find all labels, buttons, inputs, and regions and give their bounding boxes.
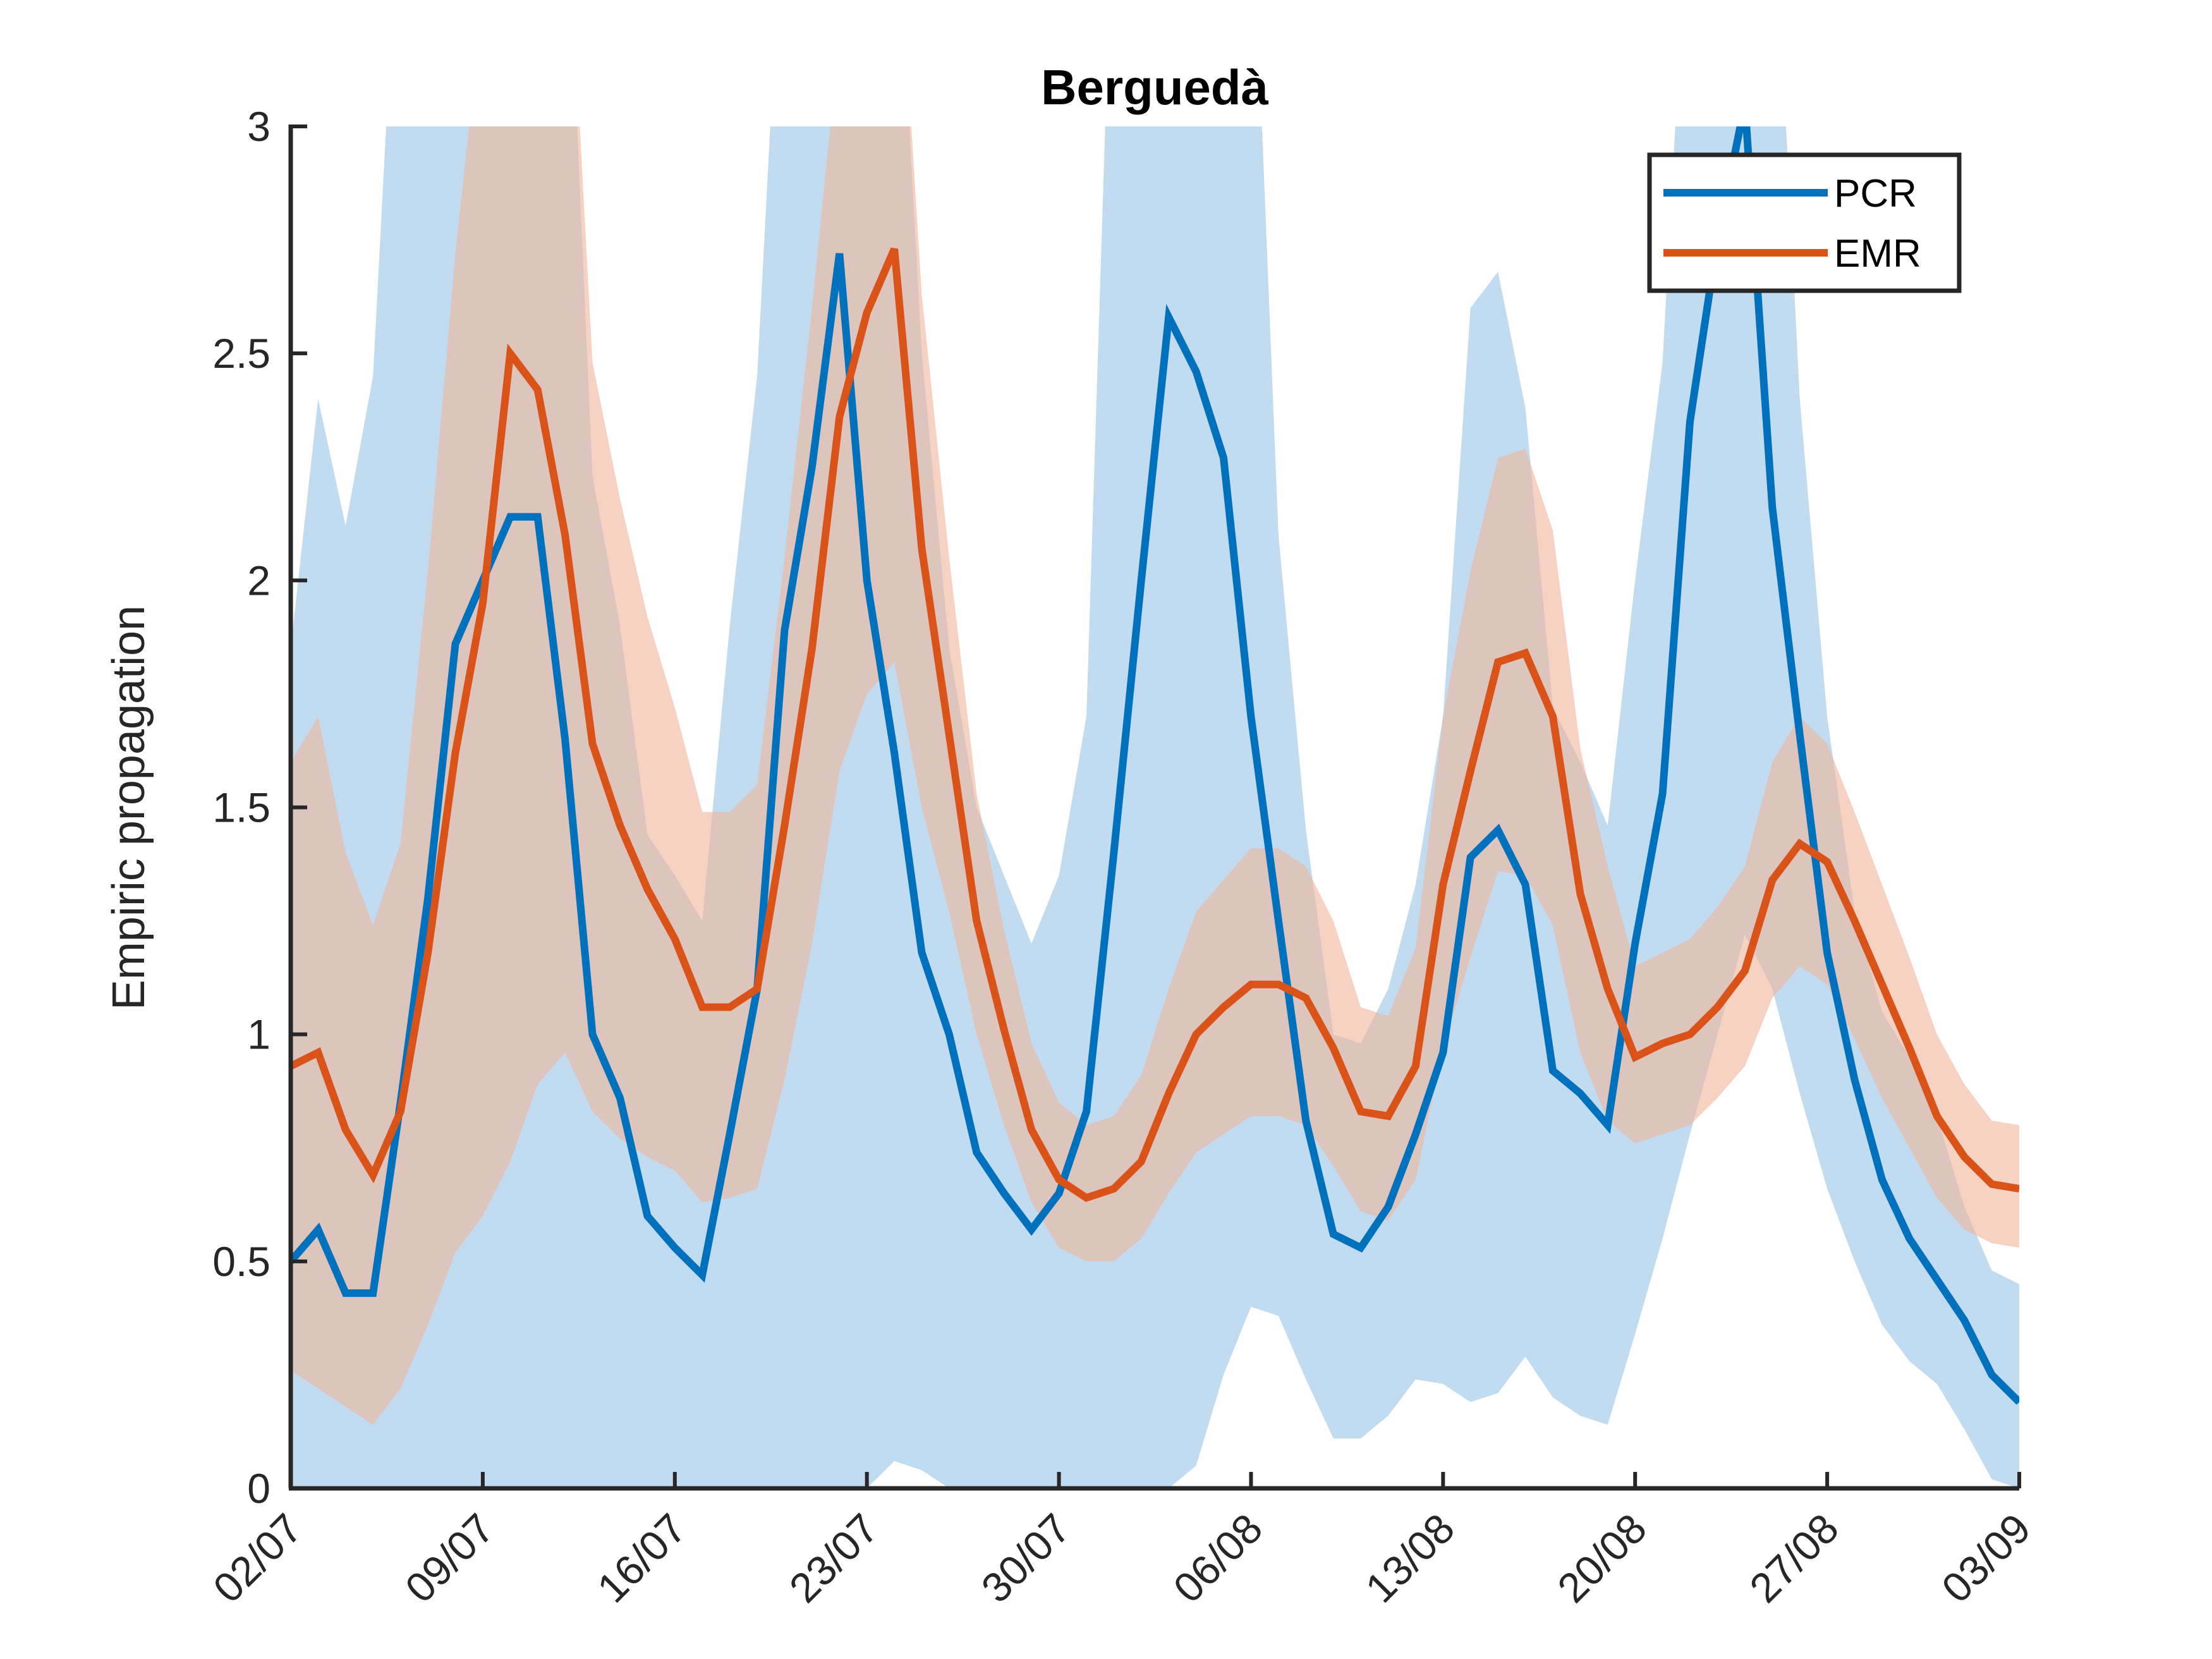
y-tick-label: 0.5 — [212, 1238, 270, 1285]
y-tick-label: 1 — [247, 1011, 270, 1058]
y-ticks: 0 0.5 1 1.5 2 2.5 3 — [212, 103, 307, 1512]
legend-label-emr: EMR — [1834, 232, 1921, 276]
y-tick-label: 0 — [247, 1465, 270, 1512]
emr-confidence-band — [291, 126, 2019, 1425]
legend: PCR EMR — [1647, 152, 1962, 293]
y-tick-label: 3 — [247, 103, 270, 150]
legend-label-pcr: PCR — [1834, 172, 1917, 216]
chart-title: Berguedà — [1041, 59, 1268, 115]
y-axis-label: Empiric propagation — [104, 605, 154, 1010]
emr-series-line — [291, 247, 2019, 1202]
y-tick-label: 1.5 — [212, 784, 270, 831]
legend-box — [1647, 152, 1962, 293]
y-tick-label: 2.5 — [212, 330, 270, 377]
y-tick-label: 2 — [247, 557, 270, 604]
